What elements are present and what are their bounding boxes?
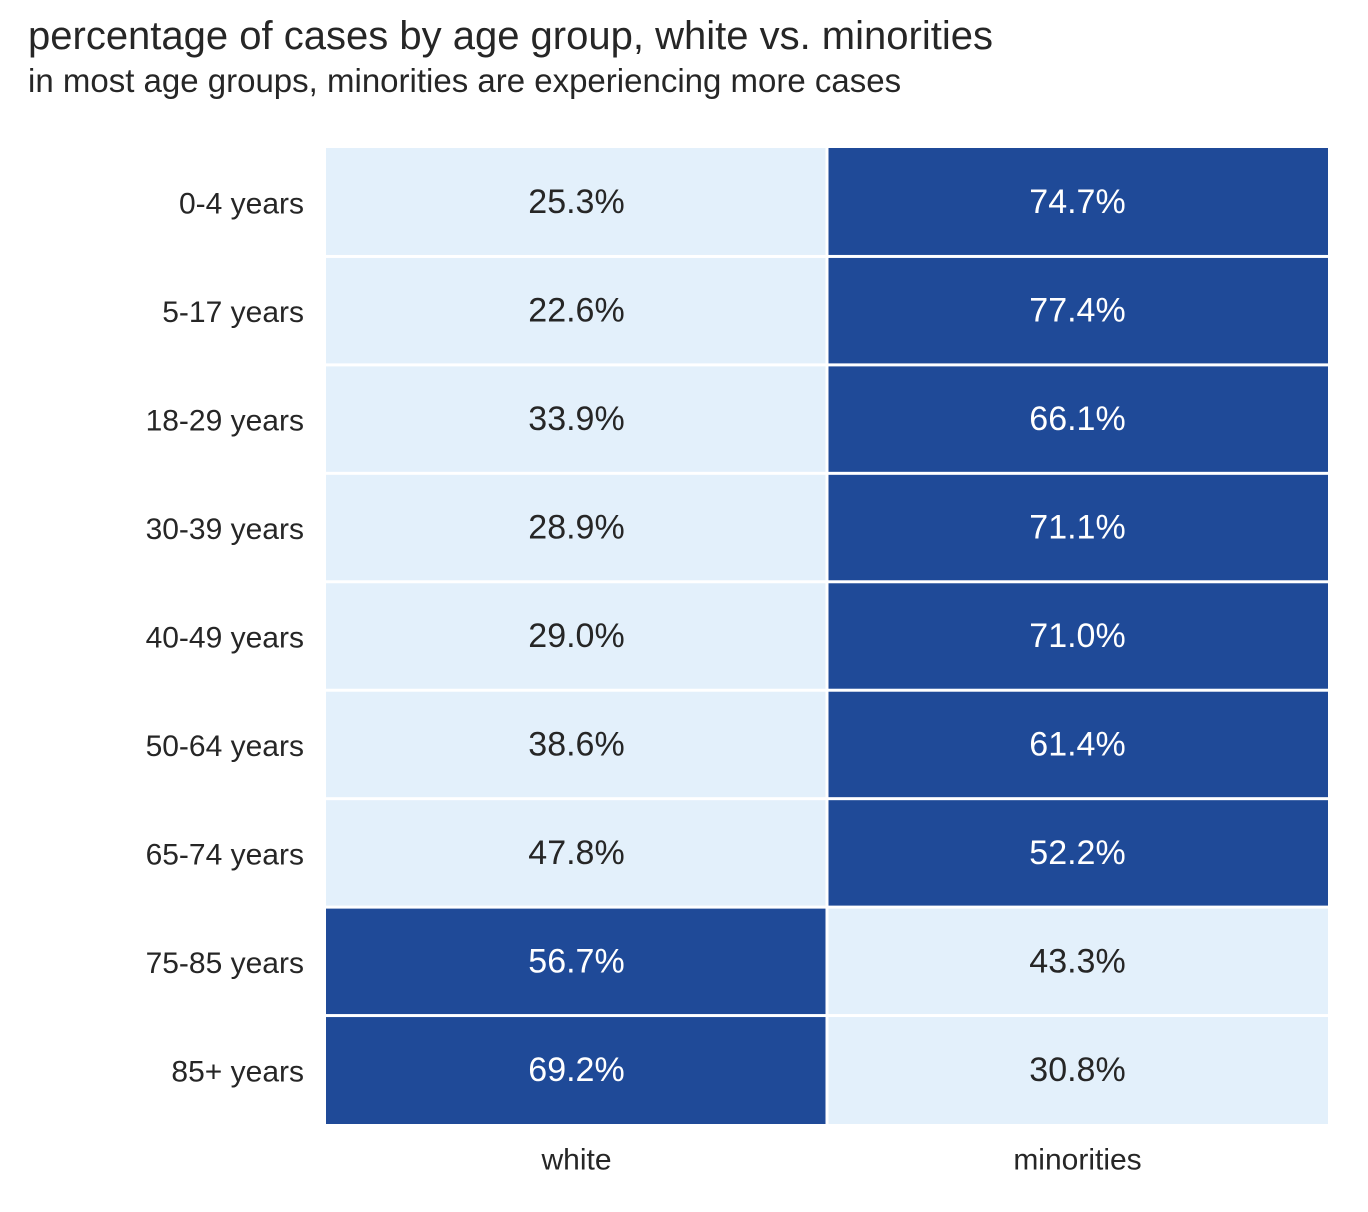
cell-value-label: 33.9% [528, 400, 624, 438]
column-labels: white minorities [540, 1144, 1141, 1177]
chart-title: percentage of cases by age group, white … [28, 14, 993, 58]
heatmap-cell-40-49-years-minorities [828, 583, 1328, 689]
chart-subtitle: in most age groups, minorities are exper… [28, 62, 902, 99]
heatmap-cell-50-64-years-white [326, 691, 826, 798]
cell-value-label: 71.0% [1029, 617, 1125, 655]
row-labels: 0-4 years 5-17 years 18-29 years 30-39 year… [146, 188, 304, 1089]
cell-value-label: 77.4% [1029, 292, 1125, 330]
heatmap-cell-65-74-years-minorities [828, 800, 1328, 906]
row-label-30-39-years: 30-39 years [146, 513, 304, 546]
cell-value-label: 47.8% [528, 834, 624, 872]
cell-value-label: 29.0% [528, 617, 624, 655]
cell-value-label: 71.1% [1029, 509, 1125, 547]
cell-value-label: 28.9% [528, 509, 624, 547]
row-label-40-49-years: 40-49 years [146, 622, 304, 655]
row-label-5-17-years: 5-17 years [162, 296, 304, 329]
heatmap-cell-65-74-years-white [326, 800, 826, 906]
cell-value-label: 52.2% [1029, 834, 1125, 872]
heatmap-cell-18-29-years-minorities [828, 366, 1328, 472]
cell-value-label: 69.2% [528, 1051, 624, 1089]
heatmap-cell-5-17-years-minorities [828, 257, 1328, 364]
cell-value-label: 61.4% [1029, 725, 1125, 763]
heatmap-cell-75-85-years-white [326, 908, 826, 1015]
cell-value-label: 25.3% [528, 183, 624, 221]
row-label-85-years: 85+ years [171, 1055, 304, 1088]
heatmap-cell-0-4-years-minorities [828, 148, 1328, 255]
row-label-18-29-years: 18-29 years [146, 405, 304, 438]
heatmap-cells: 25.3% 74.7% 22.6% 77.4% 33.9% 66.1% 28.9% 71.1%… [326, 148, 1328, 1124]
heatmap-cell-18-29-years-white [326, 366, 826, 472]
heatmap-cell-75-85-years-minorities [828, 908, 1328, 1015]
column-label-white: white [540, 1144, 611, 1177]
heatmap-cell-30-39-years-minorities [828, 474, 1328, 581]
heatmap-cell-0-4-years-white [326, 148, 826, 255]
cell-value-label: 56.7% [528, 942, 624, 980]
cell-value-label: 38.6% [528, 725, 624, 763]
heatmap-cell-40-49-years-white [326, 583, 826, 689]
row-label-75-85-years: 75-85 years [146, 947, 304, 980]
cell-value-label: 66.1% [1029, 400, 1125, 438]
column-label-minorities: minorities [1013, 1144, 1141, 1177]
cell-value-label: 22.6% [528, 292, 624, 330]
heatmap-cell-85-years-white [326, 1017, 826, 1124]
heatmap-cell-5-17-years-white [326, 257, 826, 364]
heatmap-cell-50-64-years-minorities [828, 691, 1328, 798]
heatmap-cell-85-years-minorities [828, 1017, 1328, 1124]
cell-value-label: 30.8% [1029, 1051, 1125, 1089]
row-label-50-64-years: 50-64 years [146, 730, 304, 763]
heatmap-cell-30-39-years-white [326, 474, 826, 581]
cell-value-label: 43.3% [1029, 942, 1125, 980]
row-label-65-74-years: 65-74 years [146, 838, 304, 871]
row-label-0-4-years: 0-4 years [179, 188, 304, 221]
cell-value-label: 74.7% [1029, 183, 1125, 221]
